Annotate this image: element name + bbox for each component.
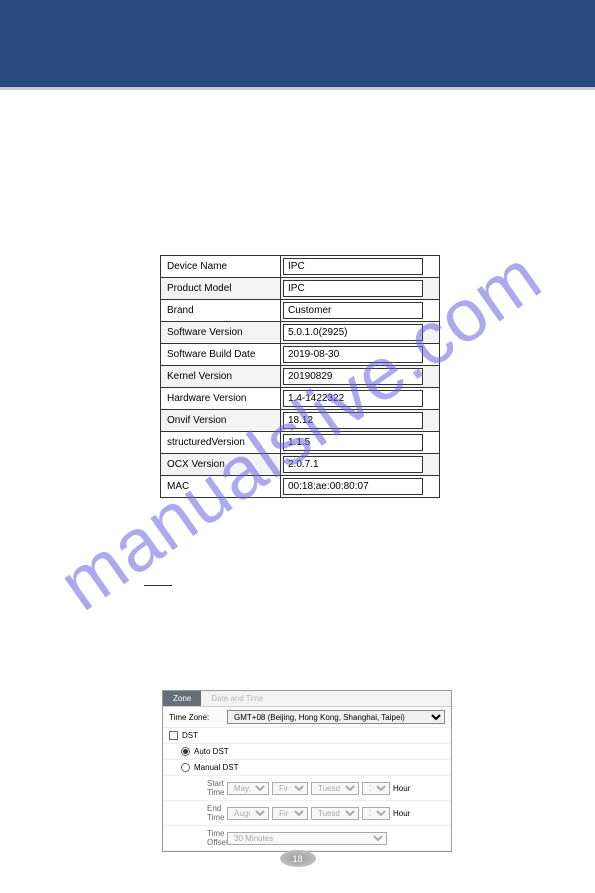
device-value-box: 20190829 <box>283 368 423 385</box>
device-row-value-cell: 00:18:ae:00:80:07 <box>281 476 440 498</box>
device-value-box: 1.1.5 <box>283 434 423 451</box>
end-hour-unit: Hour <box>393 809 410 818</box>
auto-dst-row: Auto DST <box>163 744 451 760</box>
device-row-label: Hardware Version <box>161 388 281 410</box>
device-row-label: MAC <box>161 476 281 498</box>
device-row-label: Brand <box>161 300 281 322</box>
device-row-value-cell: 20190829 <box>281 366 440 388</box>
time-zone-panel: Zone Date and Time Time Zone: GMT+08 (Be… <box>162 690 452 852</box>
offset-row: Time Offset 30 Minutes <box>163 826 451 851</box>
start-time-row: Start Time May. First Tuesday 15 Hour <box>163 776 451 801</box>
end-time-label: End Time <box>169 804 223 822</box>
device-row-value-cell: Customer <box>281 300 440 322</box>
device-row-value-cell: 18.12 <box>281 410 440 432</box>
device-value-box: IPC <box>283 280 423 297</box>
device-row-label: OCX Version <box>161 454 281 476</box>
divider-line <box>144 585 172 586</box>
end-time-row: End Time Augus First Tuesday 15 Hour <box>163 801 451 826</box>
device-row: Software Build Date2019-08-30 <box>161 344 440 366</box>
device-row-label: Product Model <box>161 278 281 300</box>
end-hour-select[interactable]: 15 <box>362 807 390 820</box>
start-month-select[interactable]: May. <box>227 782 269 795</box>
device-value-box: Customer <box>283 302 423 319</box>
device-row: Product ModelIPC <box>161 278 440 300</box>
page-number: 18 <box>280 850 316 867</box>
auto-dst-label: Auto DST <box>194 747 229 756</box>
device-row-value-cell: IPC <box>281 256 440 278</box>
device-row-value-cell: 2.0.7.1 <box>281 454 440 476</box>
device-row: BrandCustomer <box>161 300 440 322</box>
device-row-label: Device Name <box>161 256 281 278</box>
device-row-value-cell: 1.1.5 <box>281 432 440 454</box>
device-row-label: structuredVersion <box>161 432 281 454</box>
end-week-select[interactable]: First <box>272 807 308 820</box>
device-row: Software Version5.0.1.0(2925) <box>161 322 440 344</box>
start-hour-select[interactable]: 15 <box>362 782 390 795</box>
device-row: structuredVersion1.1.5 <box>161 432 440 454</box>
dst-row: DST <box>163 728 451 744</box>
device-value-box: 5.0.1.0(2925) <box>283 324 423 341</box>
device-row-label: Software Build Date <box>161 344 281 366</box>
device-value-box: 00:18:ae:00:80:07 <box>283 478 423 495</box>
start-day-select[interactable]: Tuesday <box>311 782 359 795</box>
device-value-box: 2.0.7.1 <box>283 456 423 473</box>
start-time-label: Start Time <box>169 779 223 797</box>
device-row-value-cell: IPC <box>281 278 440 300</box>
device-value-box: 18.12 <box>283 412 423 429</box>
tabs: Zone Date and Time <box>163 691 451 707</box>
end-day-select[interactable]: Tuesday <box>311 807 359 820</box>
tab-datetime[interactable]: Date and Time <box>201 691 273 706</box>
manual-dst-row: Manual DST <box>163 760 451 776</box>
device-row: MAC00:18:ae:00:80:07 <box>161 476 440 498</box>
start-hour-unit: Hour <box>393 784 410 793</box>
device-value-box: IPC <box>283 258 423 275</box>
device-row-value-cell: 2019-08-30 <box>281 344 440 366</box>
manual-dst-radio[interactable] <box>181 763 190 772</box>
device-row-label: Software Version <box>161 322 281 344</box>
offset-label: Time Offset <box>169 829 223 847</box>
device-value-box: 2019-08-30 <box>283 346 423 363</box>
timezone-row: Time Zone: GMT+08 (Beijing, Hong Kong, S… <box>163 707 451 728</box>
device-row: OCX Version2.0.7.1 <box>161 454 440 476</box>
device-row: Device NameIPC <box>161 256 440 278</box>
device-row: Onvif Version18.12 <box>161 410 440 432</box>
dst-label: DST <box>182 731 198 740</box>
device-row-value-cell: 1.4-1422322 <box>281 388 440 410</box>
timezone-label: Time Zone: <box>169 713 221 722</box>
device-row: Hardware Version1.4-1422322 <box>161 388 440 410</box>
device-row-label: Onvif Version <box>161 410 281 432</box>
auto-dst-radio[interactable] <box>181 747 190 756</box>
timezone-select[interactable]: GMT+08 (Beijing, Hong Kong, Shanghai, Ta… <box>227 710 445 724</box>
offset-select[interactable]: 30 Minutes <box>227 832 387 845</box>
header-band <box>0 0 595 90</box>
device-info-table: Device NameIPCProduct ModelIPCBrandCusto… <box>160 255 440 498</box>
dst-checkbox[interactable] <box>169 731 178 740</box>
device-row: Kernel Version20190829 <box>161 366 440 388</box>
end-month-select[interactable]: Augus <box>227 807 269 820</box>
device-row-value-cell: 5.0.1.0(2925) <box>281 322 440 344</box>
manual-dst-label: Manual DST <box>194 763 238 772</box>
start-week-select[interactable]: First <box>272 782 308 795</box>
device-value-box: 1.4-1422322 <box>283 390 423 407</box>
tab-zone[interactable]: Zone <box>163 691 201 706</box>
device-row-label: Kernel Version <box>161 366 281 388</box>
